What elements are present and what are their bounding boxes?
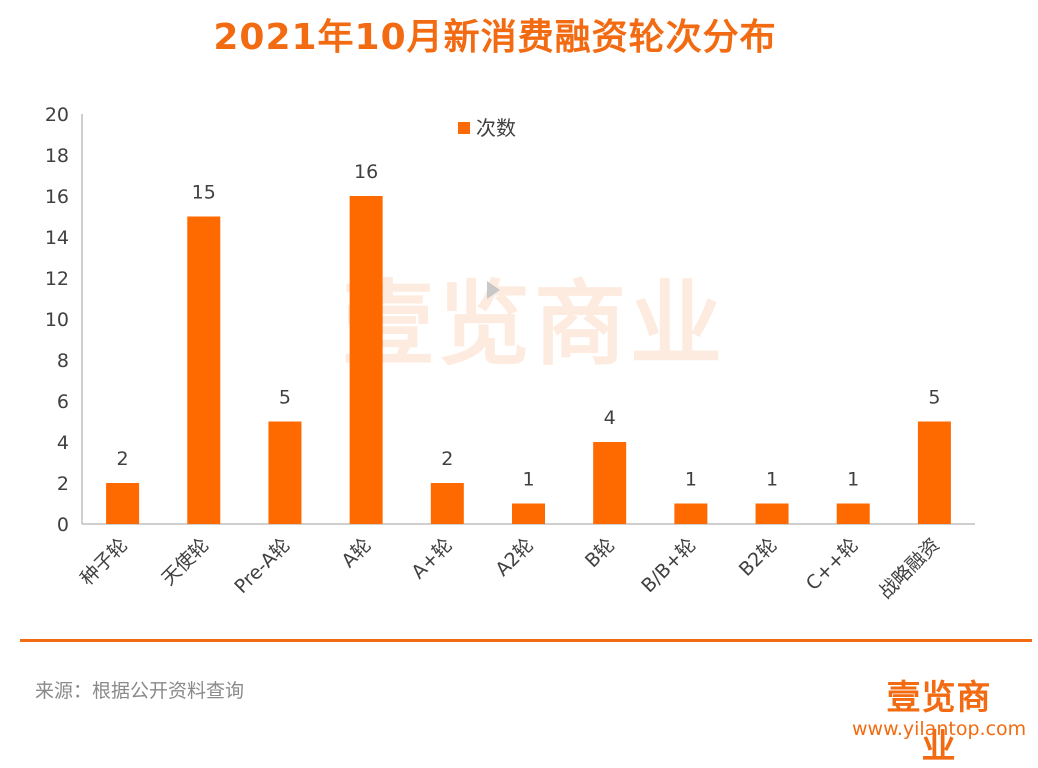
- y-tick-label: 20: [45, 104, 69, 126]
- data-label: 1: [522, 469, 534, 491]
- play-icon: [487, 281, 500, 299]
- x-tick-label: C++轮: [802, 534, 863, 595]
- x-tick-label: 战略融资: [875, 534, 944, 603]
- x-tick-label: A轮: [337, 534, 375, 572]
- data-label: 1: [766, 469, 778, 491]
- x-tick-label: B轮: [581, 534, 619, 572]
- legend-label: 次数: [476, 116, 516, 140]
- bar: [268, 421, 302, 524]
- data-label: 4: [604, 407, 616, 429]
- bar: [836, 503, 870, 524]
- data-label: 5: [279, 387, 291, 409]
- y-tick-label: 8: [57, 350, 69, 372]
- bar: [917, 421, 951, 524]
- bar: [512, 503, 545, 524]
- data-label: 5: [928, 387, 940, 409]
- y-tick-label: 6: [57, 391, 69, 413]
- y-tick-label: 18: [45, 145, 69, 167]
- x-tick-label: Pre-A轮: [230, 534, 294, 598]
- x-axis-labels: 种子轮 天使轮 Pre-A轮 A轮 A+轮 A2轮 B轮 B/B+轮 B2轮 C++轮 战略融资: [76, 534, 944, 603]
- chart-title: 2021年10月新消费融资轮次分布: [213, 17, 777, 58]
- data-label: 15: [192, 182, 216, 204]
- divider-line: [20, 639, 1032, 642]
- data-label: 1: [847, 469, 859, 491]
- x-tick-label: 种子轮: [76, 534, 132, 590]
- bar: [674, 503, 708, 524]
- y-tick-label: 4: [57, 432, 69, 454]
- bar: [430, 483, 464, 524]
- y-tick-label: 14: [45, 227, 69, 249]
- bar: [106, 483, 140, 524]
- y-tick-label: 0: [57, 514, 69, 536]
- legend: 次数: [458, 116, 516, 140]
- bar: [349, 196, 383, 524]
- legend-swatch: [458, 122, 470, 134]
- x-tick-label: A2轮: [491, 534, 538, 581]
- x-tick-label: A+轮: [407, 534, 456, 583]
- x-tick-label: 天使轮: [157, 534, 213, 590]
- y-axis: 0 2 4 6 8 10 12 14 16 18 20: [45, 104, 69, 536]
- watermark-logo: 壹览商业: [342, 271, 727, 378]
- y-tick-label: 2: [57, 473, 69, 495]
- y-tick-label: 10: [45, 309, 69, 331]
- bar: [593, 442, 627, 524]
- data-label: 2: [441, 448, 453, 470]
- data-label: 1: [685, 469, 697, 491]
- x-tick-label: B/B+轮: [637, 534, 700, 597]
- bar: [755, 503, 789, 524]
- source-note: 来源：根据公开资料查询: [35, 680, 245, 702]
- bar: [187, 216, 221, 524]
- data-label: 2: [117, 448, 129, 470]
- x-tick-label: B2轮: [735, 534, 782, 581]
- y-tick-label: 16: [45, 186, 69, 208]
- brand-url[interactable]: www.yilantop.com: [852, 718, 1027, 740]
- y-tick-label: 12: [45, 268, 69, 290]
- data-label: 16: [354, 161, 378, 183]
